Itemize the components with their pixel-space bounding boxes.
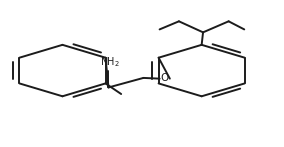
Text: NH$_2$: NH$_2$ [100,55,120,69]
Text: O: O [160,73,169,83]
